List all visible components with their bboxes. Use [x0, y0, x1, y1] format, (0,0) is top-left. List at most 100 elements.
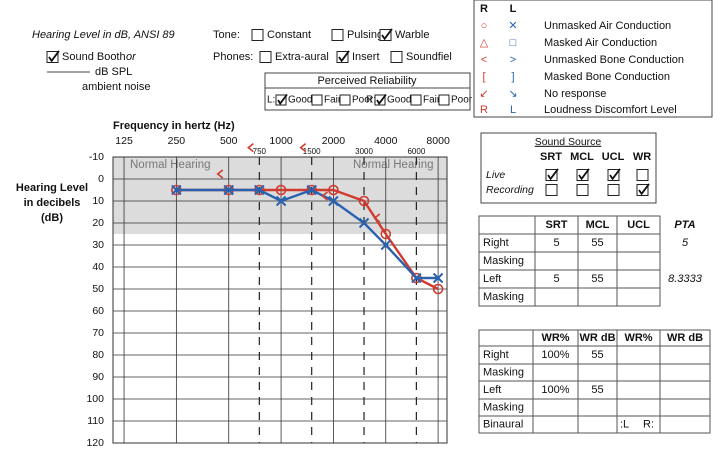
- check-mark: [578, 168, 590, 181]
- marker: [171, 184, 182, 196]
- check-mark: [48, 50, 60, 63]
- y-tick-label: 80: [92, 349, 104, 361]
- conjunction: or: [126, 51, 137, 63]
- y-tick-label: 40: [92, 261, 104, 273]
- y-tick-label: 50: [92, 283, 104, 295]
- cell: 5: [553, 273, 559, 285]
- plot-border: [112, 156, 448, 444]
- legend-symbol: ✕: [508, 20, 517, 32]
- checkbox: [576, 169, 589, 181]
- option-label: Poor: [451, 95, 473, 106]
- checkbox-label: Sound Booth: [62, 51, 126, 63]
- column-header: WR dB: [667, 332, 703, 344]
- marker: [223, 184, 234, 196]
- x-tick-label: 2000: [322, 135, 346, 147]
- table-row: [478, 287, 661, 307]
- y-axis-label: in decibels: [24, 197, 81, 209]
- column-header: WR: [633, 151, 651, 163]
- y-tick-label: 100: [86, 393, 104, 405]
- checkbox: [46, 51, 59, 63]
- legend-label: Masked Bone Conduction: [544, 71, 670, 83]
- row-label: Live: [486, 169, 505, 181]
- row-label: Masking: [483, 401, 524, 413]
- checkbox: [607, 184, 620, 196]
- chart-title: Frequency in hertz (Hz): [113, 120, 235, 132]
- legend-symbol: ↙: [479, 88, 488, 100]
- row-label: Recording: [486, 184, 534, 196]
- column-header: UCL: [602, 151, 625, 163]
- column-header: WR dB: [579, 332, 615, 344]
- sound-source-box: [480, 132, 657, 204]
- table-row: [478, 415, 711, 434]
- legend-label: Unmasked Bone Conduction: [544, 54, 684, 66]
- x-tick-label: 500: [220, 135, 238, 147]
- marker: [216, 169, 224, 179]
- y-axis-label: Hearing Level: [16, 182, 88, 194]
- option-label: Good: [288, 95, 312, 106]
- ear-label: L:: [267, 95, 275, 106]
- marker: [411, 272, 422, 284]
- checkbox: [259, 51, 272, 63]
- marker: [380, 239, 391, 251]
- legend-header: L: [510, 3, 517, 15]
- checkbox: [374, 94, 386, 106]
- legend-label: No response: [544, 88, 606, 100]
- cell: 5: [553, 237, 559, 249]
- reliability-box: [264, 72, 471, 111]
- y-tick-label: 110: [87, 415, 104, 427]
- form-title: Hearing Level in dB, ANSI 89: [32, 29, 175, 41]
- marker: [358, 217, 370, 229]
- option-label: Soundfiel: [406, 51, 452, 63]
- cell: 100%: [541, 384, 569, 396]
- cell: 55: [591, 384, 603, 396]
- marker: [247, 142, 254, 153]
- checkbox: [339, 94, 351, 106]
- marker: [306, 184, 317, 196]
- annotation: Normal Hearing: [353, 159, 434, 171]
- marker: [275, 195, 287, 207]
- y-tick-label: 20: [92, 217, 104, 229]
- marker: [432, 272, 444, 284]
- cell: 55: [591, 349, 603, 361]
- checkbox: [410, 94, 422, 106]
- checkbox: [545, 169, 558, 181]
- legend-symbol: ↘: [508, 88, 517, 100]
- row-label: Left: [483, 384, 501, 396]
- check-mark: [547, 168, 559, 181]
- x-minor-tick-label: 6000: [407, 147, 425, 156]
- marker: [328, 184, 339, 196]
- option-label: Pulsing: [347, 29, 383, 41]
- marker: [299, 142, 307, 153]
- column-header: MCL: [570, 151, 594, 163]
- row-label: Masking: [483, 366, 524, 378]
- checkbox: [336, 51, 349, 63]
- checkbox: [390, 51, 403, 63]
- row-label: Left: [483, 273, 501, 285]
- x-minor-tick-label: 3000: [355, 147, 373, 156]
- row-label: Right: [483, 349, 509, 361]
- ear-label: R:: [366, 95, 376, 106]
- cell: 5: [682, 237, 689, 249]
- marker: [306, 184, 317, 196]
- option-label: Extra-aural: [275, 51, 329, 63]
- legend-symbol: ]: [511, 71, 514, 83]
- x-minor-tick-label: 750: [253, 147, 267, 156]
- legend-header: R: [480, 3, 488, 15]
- option-label: Insert: [352, 51, 380, 63]
- y-tick-label: 30: [92, 239, 104, 251]
- y-tick-label: 0: [98, 173, 104, 185]
- column-header: UCL: [627, 219, 650, 231]
- legend-symbol: □: [510, 37, 517, 49]
- row-label: Tone:: [213, 29, 240, 41]
- x-tick-label: 250: [168, 135, 186, 147]
- cell-note: R:: [643, 418, 654, 430]
- legend-label: Unmasked Air Conduction: [544, 20, 671, 32]
- checkbox: [607, 169, 620, 181]
- checkbox: [275, 94, 287, 106]
- checkbox: [251, 29, 264, 41]
- option-label: Fair: [423, 95, 441, 106]
- y-tick-label: 10: [92, 195, 104, 207]
- y-tick-label: -10: [89, 151, 104, 163]
- check-mark: [376, 93, 387, 106]
